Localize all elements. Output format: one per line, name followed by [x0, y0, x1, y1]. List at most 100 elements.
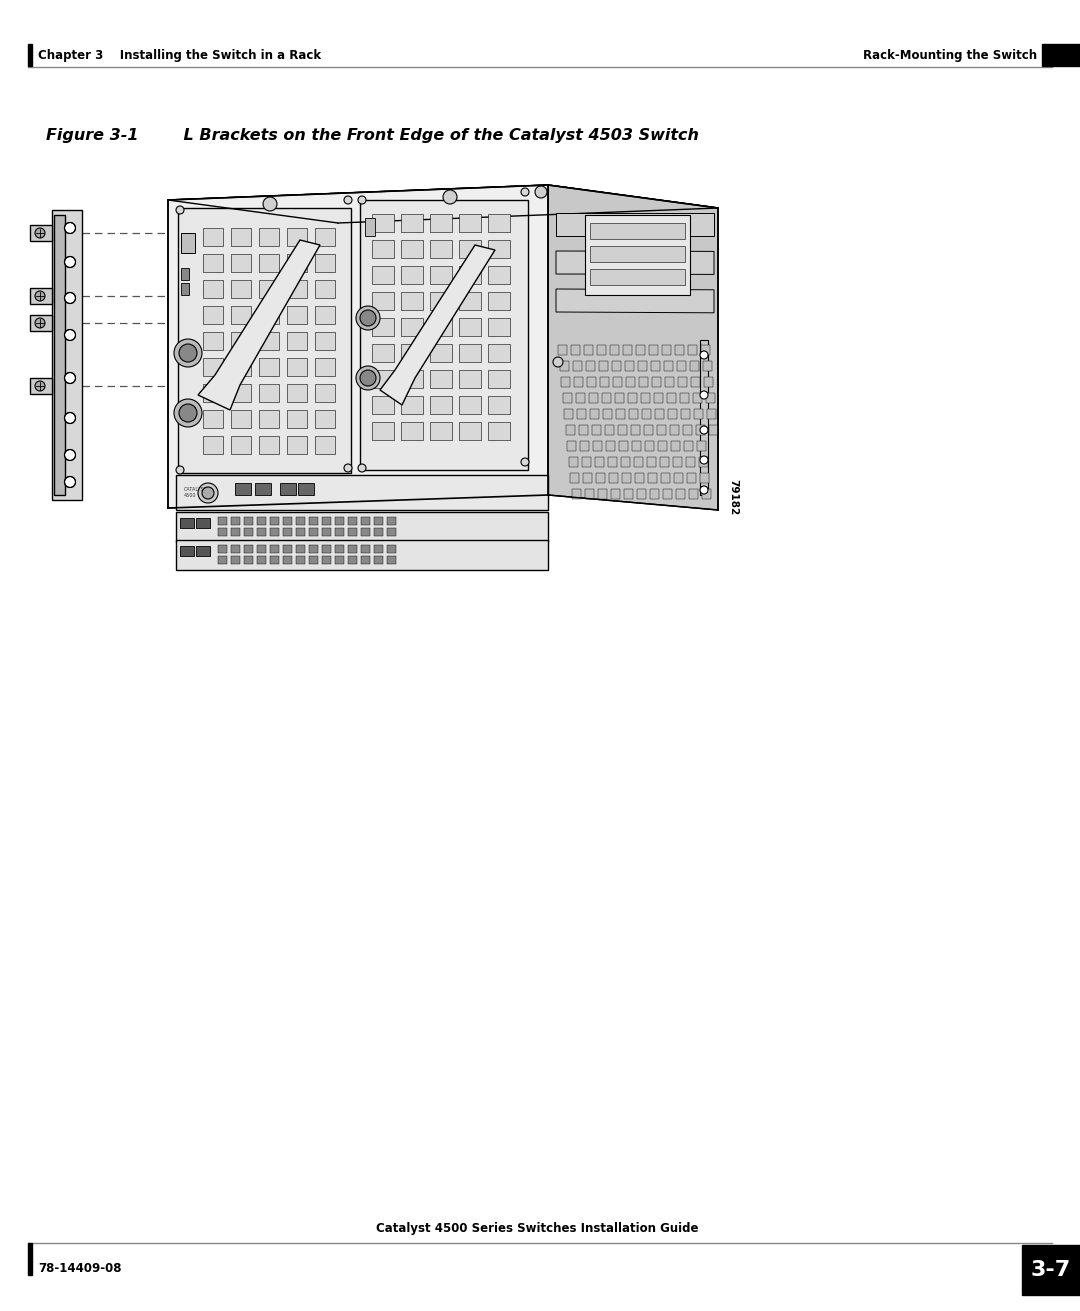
Bar — [430, 343, 453, 362]
Circle shape — [65, 223, 76, 233]
Polygon shape — [30, 288, 52, 304]
Bar — [571, 489, 581, 499]
Bar — [639, 378, 648, 387]
Bar — [430, 266, 453, 284]
Bar — [669, 409, 677, 420]
Bar — [430, 422, 453, 440]
Bar — [287, 254, 307, 271]
Bar — [662, 489, 672, 499]
Bar — [571, 345, 580, 355]
Bar — [488, 240, 510, 258]
Bar — [401, 240, 423, 258]
Bar — [613, 378, 622, 387]
Bar — [1042, 45, 1080, 66]
Bar — [679, 393, 689, 402]
Bar — [231, 254, 251, 271]
Circle shape — [198, 482, 218, 503]
Bar — [296, 545, 305, 553]
Bar — [652, 378, 661, 387]
Bar — [676, 361, 686, 371]
Bar — [637, 361, 647, 371]
Bar — [666, 393, 675, 402]
Bar — [602, 393, 610, 402]
Bar — [231, 305, 251, 324]
Bar — [259, 410, 279, 427]
Polygon shape — [556, 250, 714, 274]
Bar — [372, 240, 394, 258]
Bar — [309, 545, 318, 553]
Bar — [430, 319, 453, 336]
Bar — [257, 528, 266, 536]
Bar — [218, 528, 227, 536]
Bar — [700, 473, 708, 482]
Bar — [678, 378, 687, 387]
Bar — [600, 378, 609, 387]
Bar — [683, 425, 691, 435]
Bar — [459, 214, 481, 232]
Bar — [488, 396, 510, 414]
Bar — [700, 340, 708, 496]
Bar — [559, 361, 568, 371]
Bar — [259, 254, 279, 271]
Bar — [654, 409, 664, 420]
Circle shape — [35, 382, 45, 391]
Polygon shape — [30, 225, 52, 241]
Bar — [235, 482, 251, 496]
Bar — [298, 482, 314, 496]
Bar — [287, 437, 307, 454]
Bar — [280, 482, 296, 496]
Bar — [361, 528, 370, 536]
Bar — [430, 214, 453, 232]
Bar — [372, 266, 394, 284]
Bar — [259, 305, 279, 324]
Bar — [593, 440, 602, 451]
Bar — [598, 361, 607, 371]
Bar — [597, 345, 606, 355]
Circle shape — [179, 343, 197, 362]
Bar — [705, 393, 715, 402]
Bar — [231, 410, 251, 427]
Bar — [605, 425, 613, 435]
Bar — [195, 545, 210, 556]
Bar — [259, 358, 279, 376]
Bar — [283, 556, 292, 564]
Polygon shape — [168, 185, 718, 223]
Bar — [315, 281, 335, 298]
Bar — [615, 393, 623, 402]
Circle shape — [176, 206, 184, 214]
Bar — [231, 517, 240, 524]
Bar — [287, 305, 307, 324]
Bar — [488, 343, 510, 362]
Bar — [374, 528, 383, 536]
Bar — [631, 425, 639, 435]
Bar — [255, 482, 271, 496]
Bar — [203, 410, 222, 427]
Bar — [577, 409, 586, 420]
Bar — [28, 45, 32, 66]
Text: 78-14409-08: 78-14409-08 — [38, 1261, 121, 1274]
Bar — [632, 440, 642, 451]
Bar — [663, 361, 673, 371]
Bar — [647, 458, 656, 467]
Polygon shape — [30, 378, 52, 395]
Bar — [566, 425, 575, 435]
Bar — [401, 266, 423, 284]
Bar — [287, 228, 307, 246]
Bar — [387, 545, 396, 553]
Bar — [401, 343, 423, 362]
Bar — [689, 489, 698, 499]
Bar — [244, 545, 253, 553]
Bar — [561, 378, 570, 387]
Circle shape — [65, 257, 76, 267]
Bar — [361, 545, 370, 553]
Bar — [611, 361, 621, 371]
Bar — [309, 528, 318, 536]
Bar — [670, 425, 678, 435]
Bar — [687, 473, 696, 482]
Circle shape — [443, 190, 457, 205]
Bar — [181, 283, 189, 295]
Bar — [585, 215, 690, 295]
Bar — [203, 228, 222, 246]
Bar — [180, 518, 194, 528]
Bar — [658, 440, 667, 451]
